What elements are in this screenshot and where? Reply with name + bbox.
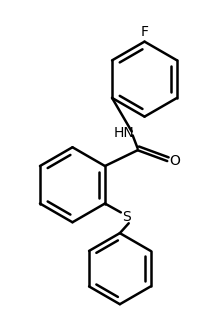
Text: HN: HN bbox=[113, 127, 134, 141]
Text: S: S bbox=[122, 210, 131, 224]
Text: O: O bbox=[169, 154, 180, 168]
Text: F: F bbox=[141, 25, 148, 39]
